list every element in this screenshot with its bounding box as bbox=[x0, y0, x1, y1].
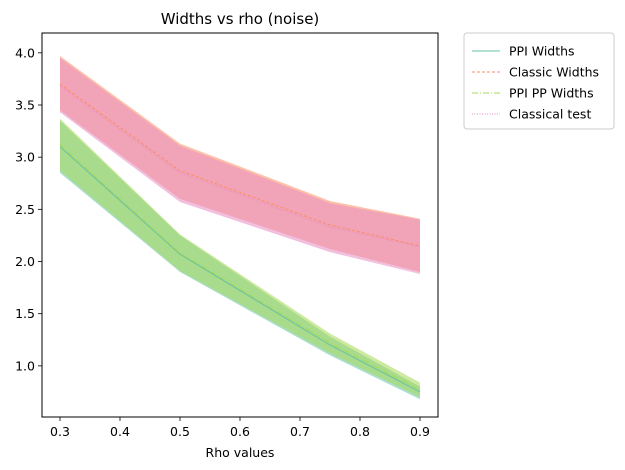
chart-title: Widths vs rho (noise) bbox=[161, 10, 320, 28]
x-axis: 0.3 0.4 0.5 0.6 0.7 0.8 0.9 bbox=[50, 417, 430, 439]
line-classical-test bbox=[59, 85, 421, 248]
band-ppi-pp-widths bbox=[60, 118, 420, 398]
legend-label-ppi-widths: PPI Widths bbox=[509, 44, 575, 59]
confidence-bands bbox=[60, 55, 420, 400]
x-tick-label: 0.5 bbox=[170, 424, 190, 439]
line-classic-widths bbox=[59, 83, 421, 247]
x-axis-label: Rho values bbox=[206, 445, 275, 460]
line-ppi-widths bbox=[59, 146, 421, 393]
y-tick-label: 3.0 bbox=[15, 150, 35, 165]
x-tick-label: 0.4 bbox=[110, 424, 130, 439]
legend-label-ppi-pp-widths: PPI PP Widths bbox=[509, 86, 594, 101]
y-tick-label: 2.5 bbox=[15, 202, 35, 217]
legend-label-classic-widths: Classic Widths bbox=[509, 65, 599, 80]
series-lines bbox=[59, 83, 421, 393]
legend-label-classical-test: Classical test bbox=[509, 107, 591, 122]
line-ppi-pp-widths bbox=[59, 144, 421, 391]
x-tick-label: 0.7 bbox=[290, 424, 310, 439]
y-tick-label: 1.5 bbox=[15, 306, 35, 321]
x-tick-label: 0.9 bbox=[410, 424, 430, 439]
y-tick-label: 2.0 bbox=[15, 254, 35, 269]
x-tick-label: 0.6 bbox=[230, 424, 250, 439]
x-tick-label: 0.3 bbox=[50, 424, 70, 439]
legend-box bbox=[463, 32, 615, 130]
y-tick-label: 4.0 bbox=[15, 45, 35, 60]
legend: PPI Widths Classic Widths PPI PP Widths Cla… bbox=[463, 32, 615, 130]
x-tick-label: 0.8 bbox=[350, 424, 370, 439]
y-axis: 1.0 1.5 2.0 2.5 3.0 3.5 4.0 bbox=[15, 45, 42, 373]
y-tick-label: 3.5 bbox=[15, 98, 35, 113]
y-tick-label: 1.0 bbox=[15, 358, 35, 373]
band-classical-test bbox=[60, 58, 420, 275]
